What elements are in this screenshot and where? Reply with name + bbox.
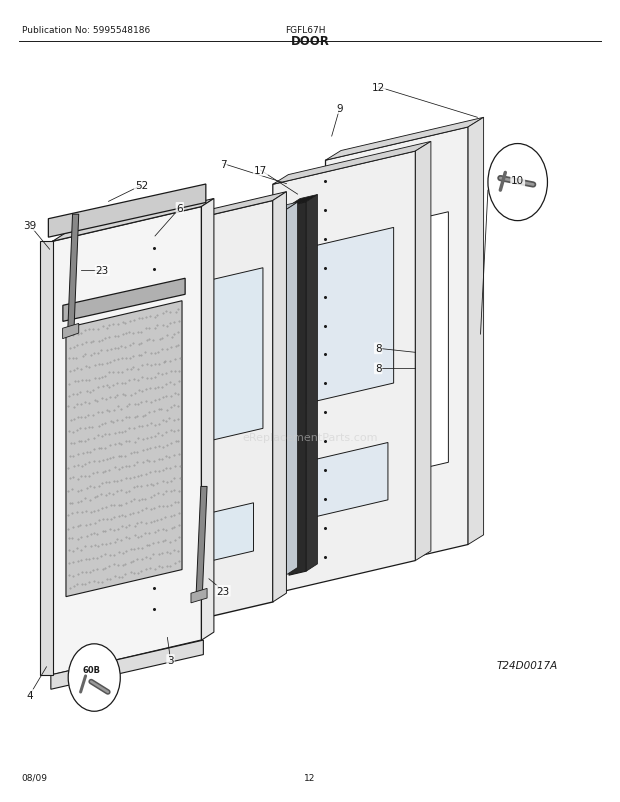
Polygon shape <box>196 487 207 599</box>
Text: 23: 23 <box>216 586 230 596</box>
Text: 17: 17 <box>254 166 267 176</box>
Text: T24D0017A: T24D0017A <box>497 660 557 670</box>
Circle shape <box>488 144 547 221</box>
Polygon shape <box>289 202 306 576</box>
Polygon shape <box>468 118 484 545</box>
Text: eReplacementParts.com: eReplacementParts.com <box>242 432 378 442</box>
Polygon shape <box>180 503 254 569</box>
Text: 12: 12 <box>371 83 385 93</box>
Polygon shape <box>306 195 317 571</box>
Polygon shape <box>171 269 263 450</box>
Polygon shape <box>326 128 468 578</box>
Circle shape <box>68 644 120 711</box>
Polygon shape <box>415 142 431 561</box>
Text: 6: 6 <box>177 204 183 213</box>
Polygon shape <box>269 203 298 214</box>
Text: 23: 23 <box>95 266 109 276</box>
Text: 8: 8 <box>375 364 381 374</box>
Text: 4: 4 <box>27 690 33 700</box>
Polygon shape <box>155 192 286 229</box>
Polygon shape <box>48 184 206 238</box>
Polygon shape <box>66 302 182 597</box>
Text: 39: 39 <box>23 221 37 231</box>
Polygon shape <box>40 242 53 675</box>
Polygon shape <box>51 640 203 690</box>
Text: 52: 52 <box>135 181 148 191</box>
Polygon shape <box>286 203 298 575</box>
Polygon shape <box>352 213 448 485</box>
Text: 9: 9 <box>337 103 343 114</box>
Text: 8: 8 <box>375 344 381 354</box>
Text: Publication No: 5995548186: Publication No: 5995548186 <box>22 26 150 34</box>
Polygon shape <box>289 195 317 207</box>
Text: FGFL67H: FGFL67H <box>285 26 326 34</box>
Polygon shape <box>273 142 431 185</box>
Polygon shape <box>273 152 415 594</box>
Polygon shape <box>53 207 202 675</box>
Text: 08/09: 08/09 <box>22 773 48 782</box>
Polygon shape <box>155 201 273 630</box>
Polygon shape <box>63 324 79 339</box>
Text: 10: 10 <box>511 176 525 186</box>
Polygon shape <box>269 210 286 579</box>
Polygon shape <box>305 443 388 520</box>
Polygon shape <box>299 228 394 406</box>
Polygon shape <box>191 589 207 603</box>
Text: 60B: 60B <box>82 665 100 674</box>
Polygon shape <box>273 192 286 602</box>
Polygon shape <box>326 118 484 161</box>
Text: 12: 12 <box>304 773 316 782</box>
Polygon shape <box>63 279 185 322</box>
Text: 7: 7 <box>220 160 226 169</box>
Polygon shape <box>202 199 214 640</box>
Polygon shape <box>68 215 79 335</box>
Text: DOOR: DOOR <box>291 34 329 47</box>
Polygon shape <box>53 199 214 242</box>
Text: 3: 3 <box>167 655 174 665</box>
